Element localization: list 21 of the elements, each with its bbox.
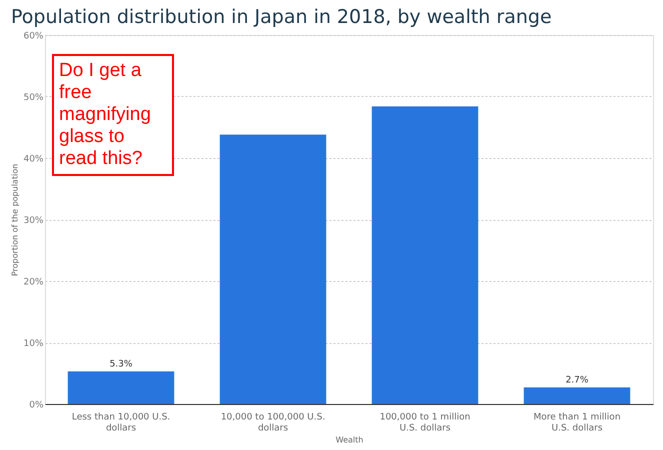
x-tick-label: More than 1 million U.S. dollars bbox=[533, 412, 621, 434]
y-tick-label: 20% bbox=[23, 278, 44, 288]
annotation: Do I get a free magnifying glass to read this? bbox=[59, 60, 151, 169]
y-tick-label: 30% bbox=[23, 216, 44, 226]
y-tick-label: 40% bbox=[23, 154, 44, 164]
chart-title: Population distribution in Japan in 2018, by wealth range bbox=[10, 6, 552, 28]
y-axis-title: Proportion of the population bbox=[10, 164, 20, 276]
x-axis-title: Wealth bbox=[336, 436, 364, 444]
x-tick-label: 100,000 to 1 million U.S. dollars bbox=[380, 412, 470, 434]
bar bbox=[524, 387, 630, 404]
x-tick-label: 10,000 to 100,000 U.S. dollars bbox=[220, 412, 326, 434]
y-tick-label: 60% bbox=[23, 32, 44, 42]
bar bbox=[68, 371, 174, 404]
bar bbox=[372, 106, 478, 404]
y-tick-label: 50% bbox=[23, 93, 44, 103]
y-tick-label: 10% bbox=[23, 339, 44, 349]
data-label: 5.3% bbox=[110, 359, 133, 370]
y-tick-label: 0% bbox=[29, 400, 44, 410]
bar bbox=[220, 134, 326, 404]
data-label: 2.7% bbox=[566, 375, 589, 386]
x-tick-label: Less than 10,000 U.S. dollars bbox=[72, 412, 170, 434]
